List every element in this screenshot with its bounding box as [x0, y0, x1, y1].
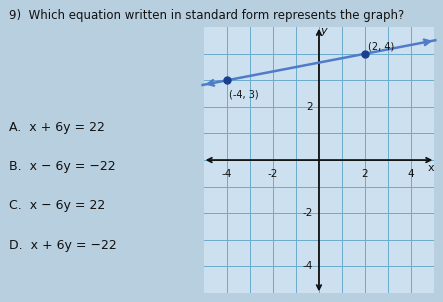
- Text: D.  x + 6y = −22: D. x + 6y = −22: [8, 239, 116, 252]
- Text: -4: -4: [303, 261, 313, 271]
- Text: 9)  Which equation written in standard form represents the graph?: 9) Which equation written in standard fo…: [8, 9, 404, 22]
- Text: 2: 2: [362, 169, 368, 179]
- Text: B.  x − 6y = −22: B. x − 6y = −22: [8, 160, 115, 173]
- Text: 2: 2: [307, 102, 313, 112]
- Text: C.  x − 6y = 22: C. x − 6y = 22: [8, 199, 105, 212]
- Text: -4: -4: [222, 169, 232, 179]
- Text: y: y: [321, 26, 327, 36]
- Text: A.  x + 6y = 22: A. x + 6y = 22: [8, 121, 105, 134]
- Text: 4: 4: [408, 169, 414, 179]
- Text: -2: -2: [268, 169, 278, 179]
- Text: (-4, 3): (-4, 3): [229, 90, 259, 100]
- Text: x: x: [427, 162, 434, 172]
- Text: -2: -2: [303, 208, 313, 218]
- Text: (2, 4): (2, 4): [369, 41, 395, 51]
